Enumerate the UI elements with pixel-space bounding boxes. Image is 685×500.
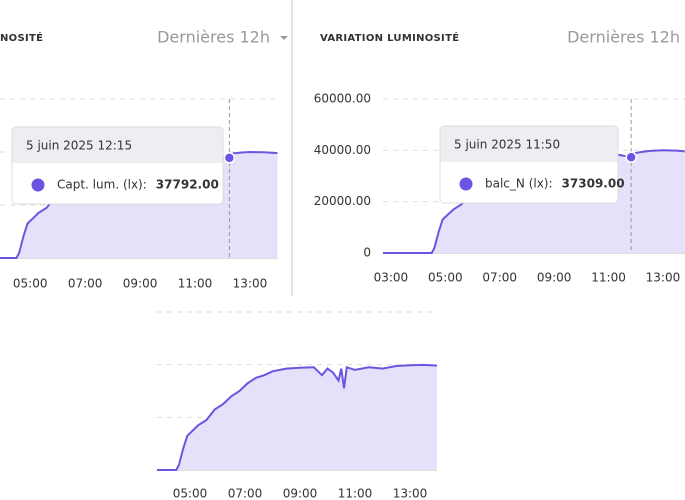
- panel-title: VARIATION LUMINOSITÉ: [320, 31, 459, 44]
- tooltip-label: balc_N (lx):: [485, 177, 553, 191]
- x-tick-label: 11:00: [178, 277, 213, 291]
- chart-panel: 05:00 07:00 09:00 11:00 13:00: [157, 311, 437, 500]
- range-selector[interactable]: Dernières 12h: [157, 28, 270, 47]
- y-tick-label: 40000.00: [314, 143, 371, 157]
- x-tick-label: 05:00: [13, 277, 48, 291]
- x-tick-label: 07:00: [228, 487, 263, 500]
- chart-panel: NOSITÉ Dernières 12h 05:00 07:00 09:00 11:00 1…: [0, 28, 288, 291]
- x-tick-label: 09:00: [123, 277, 158, 291]
- y-tick-label: 60000.00: [314, 92, 371, 106]
- tooltip-marker: [459, 177, 473, 191]
- chart-panel: VARIATION LUMINOSITÉ Dernières 12h 0 20000.…: [314, 28, 685, 285]
- tooltip-header: [12, 127, 223, 163]
- tooltip-label: Capt. lum. (lx):: [57, 178, 147, 192]
- x-tick-label: 09:00: [537, 271, 572, 285]
- x-tick-label: 11:00: [591, 271, 626, 285]
- tooltip-value: 37792.00: [156, 178, 219, 192]
- dropdown-caret[interactable]: [280, 36, 288, 40]
- x-tick-label: 13:00: [233, 277, 268, 291]
- tooltip-header: [440, 126, 618, 162]
- x-tick-label: 13:00: [393, 487, 428, 500]
- x-tick-label: 05:00: [173, 487, 208, 500]
- x-tick-label: 07:00: [482, 271, 517, 285]
- tooltip-date: 5 juin 2025 11:50: [454, 138, 560, 152]
- tooltip-marker: [31, 178, 45, 192]
- x-tick-label: 09:00: [283, 487, 318, 500]
- x-tick-label: 11:00: [338, 487, 373, 500]
- hover-point: [223, 152, 236, 164]
- tooltip-value: 37309.00: [562, 177, 625, 191]
- x-tick-label: 07:00: [68, 277, 103, 291]
- y-tick-label: 20000.00: [314, 194, 371, 208]
- x-tick-label: 03:00: [374, 271, 409, 285]
- line: [157, 363, 437, 471]
- area-fill: [157, 364, 437, 470]
- hover-point: [625, 151, 637, 163]
- tooltip-date: 5 juin 2025 12:15: [26, 139, 132, 153]
- x-tick-label: 05:00: [428, 271, 463, 285]
- panel-title: NOSITÉ: [0, 31, 43, 44]
- range-selector[interactable]: Dernières 12h: [567, 28, 680, 47]
- y-tick-label: 0: [363, 246, 371, 260]
- x-tick-label: 13:00: [646, 271, 681, 285]
